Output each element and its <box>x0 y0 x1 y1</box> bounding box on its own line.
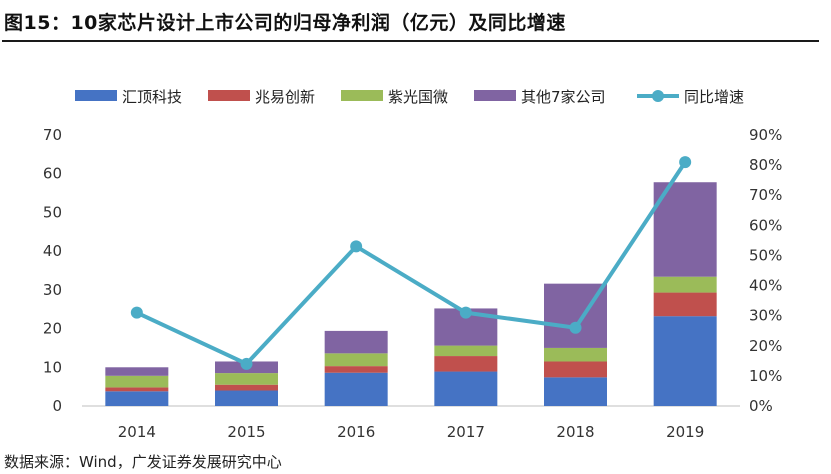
x-tick-label: 2018 <box>556 423 594 441</box>
legend-swatch <box>75 90 117 101</box>
bar-segment <box>653 182 717 277</box>
growth-point <box>569 321 582 334</box>
y-tick-label: 50 <box>43 203 62 221</box>
title-divider <box>2 40 819 42</box>
legend-label: 同比增速 <box>684 88 744 106</box>
legend-swatch <box>208 90 250 101</box>
chart-title: 图15：10家芯片设计上市公司的归母净利润（亿元）及同比增速 <box>4 12 566 34</box>
x-tick-label: 2017 <box>447 423 485 441</box>
y2-tick-label: 60% <box>749 216 782 234</box>
bar-segment <box>434 345 498 357</box>
y-tick-label: 40 <box>43 242 62 260</box>
legend-label: 其他7家公司 <box>521 88 606 106</box>
bar-segment <box>105 375 169 388</box>
y2-tick-label: 80% <box>749 156 782 174</box>
growth-line <box>135 160 687 367</box>
legend-label: 紫光国微 <box>388 88 448 106</box>
bar-segment <box>324 372 388 406</box>
y-tick-label: 0 <box>52 397 62 415</box>
y2-tick-label: 20% <box>749 337 782 355</box>
y-tick-label: 70 <box>43 126 62 144</box>
bar-segment <box>215 373 278 385</box>
y-tick-label: 20 <box>43 320 62 338</box>
bar-segment <box>215 384 278 391</box>
legend-swatch <box>474 90 516 101</box>
bar-segment <box>434 356 498 372</box>
x-tick-label: 2015 <box>227 423 265 441</box>
bar-segment <box>105 387 169 392</box>
legend-label: 汇顶科技 <box>122 88 182 106</box>
y2-tick-label: 50% <box>749 246 782 264</box>
bar-segment <box>544 361 607 378</box>
y-tick-label: 60 <box>43 165 62 183</box>
stacked-bar-line-chart: 0 10 20 30 40 50 60 70 0% 10% 20% 30% 40% 50% 60% 70% 80… <box>43 88 782 441</box>
x-tick-label: 2014 <box>118 423 156 441</box>
bar-segment <box>324 330 388 354</box>
bar-segment <box>653 276 717 293</box>
legend-swatch <box>341 90 383 101</box>
legend-swatch-marker <box>652 90 664 102</box>
y2-tick-label: 10% <box>749 367 782 385</box>
y2-tick-label: 30% <box>749 307 782 325</box>
bar-segment <box>215 390 278 406</box>
bar-segment <box>653 292 717 317</box>
bar-segment <box>105 391 169 406</box>
legend-label: 兆易创新 <box>255 88 315 106</box>
y2-tick-label: 40% <box>749 277 782 295</box>
y2-tick-label: 90% <box>749 126 782 144</box>
y-tick-label: 30 <box>43 281 62 299</box>
x-tick-label: 2016 <box>337 423 375 441</box>
bar-segment <box>544 377 607 406</box>
growth-point <box>679 156 692 169</box>
bar-segment <box>653 316 717 406</box>
growth-point <box>350 240 363 253</box>
bar-segment <box>544 347 607 362</box>
x-tick-label: 2019 <box>666 423 704 441</box>
y2-tick-label: 70% <box>749 186 782 204</box>
growth-point <box>130 306 143 319</box>
bar-segment <box>105 367 169 376</box>
y-tick-label: 10 <box>43 358 62 376</box>
bar-segment <box>324 353 388 367</box>
bar-segment <box>324 366 388 373</box>
bar-segment <box>434 371 498 406</box>
source-note: 数据来源：Wind，广发证券发展研究中心 <box>4 453 282 471</box>
growth-point <box>459 306 472 319</box>
y2-tick-label: 0% <box>749 397 773 415</box>
growth-point <box>240 357 253 370</box>
